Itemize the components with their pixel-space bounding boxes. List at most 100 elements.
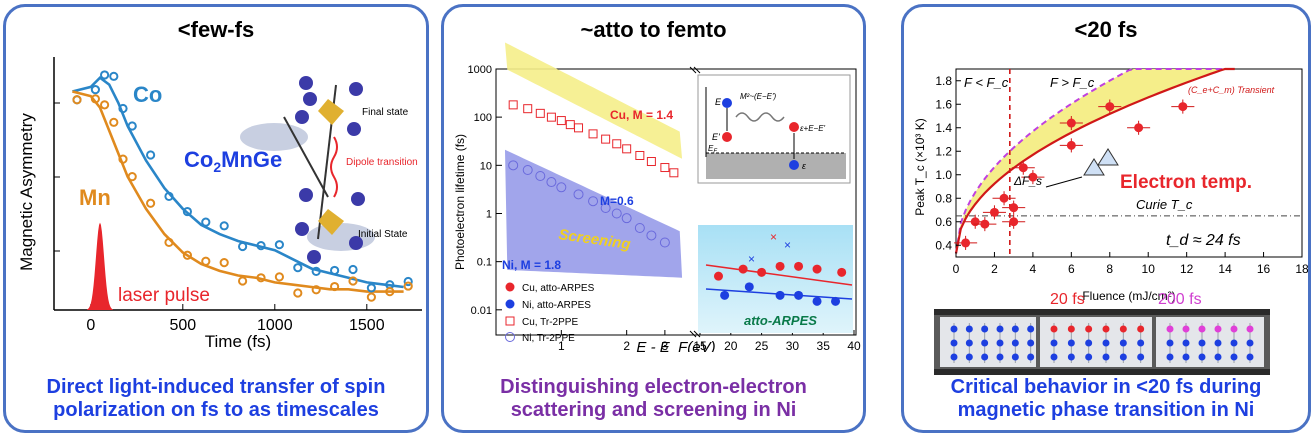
x-tick-label: 3 [662,339,669,352]
cu-tr2ppe-point [523,104,533,114]
co-point [293,263,303,273]
mn-point [238,276,248,286]
panel-title: <few-fs [177,17,255,42]
co-point [403,276,413,287]
svg-text:ε+E−E': ε+E−E' [800,124,826,133]
x-axis-label: E - E_F(eV) [636,339,715,352]
tc-point [1105,102,1115,112]
cu-tr2ppe-point [669,168,679,178]
screening-band [504,149,683,278]
panel-spin-transfer: <few-fs 0 500 1000 1500 Magnetic Asymmetry … [3,4,429,433]
co-line [72,75,404,289]
mn-point [72,95,82,105]
co-point [219,221,229,231]
legend-item: Cu, atto-ARPES [522,283,595,294]
dipole-transition-label: Dipole transition [346,157,418,168]
cu-tr2ppe-point [574,123,584,133]
curie-label: Curie T_c [1136,197,1193,212]
mn-point [109,117,119,127]
svg-text:ε: ε [802,161,807,171]
final-state-label: Final state [362,107,409,118]
x-tick-label: 1500 [349,317,385,334]
y-tick-label: 100 [474,112,492,124]
co-point [311,266,321,276]
x-tick-label: 20 [724,339,738,352]
cu-tr2ppe-point [588,129,598,139]
mn-point [146,198,156,208]
cu-tr2ppe-point [660,163,670,173]
ni-tr2ppe-point [573,189,584,200]
legend: Cu, atto-ARPES Ni, atto-ARPES Cu, Tr-2PP… [505,282,595,344]
tc-point [970,217,980,227]
y-tick-label: 1.6 [935,97,952,111]
ni-tr2ppe-point [611,208,622,219]
ni-tr2ppe-point [556,182,567,193]
cu-band [504,42,683,159]
mn-point [90,94,101,104]
tc-point [1066,118,1076,128]
co-point [274,240,284,250]
ni-tr2ppe-point [588,196,599,207]
x-tick-label: 14 [1218,262,1232,276]
ni-tr2ppe-point [508,160,519,171]
x-tick-label: 25 [755,339,769,352]
atto-arpes-label: atto-ARPES [744,313,817,328]
snapshot-20fs-label: 20 fs [1050,291,1085,308]
svg-text:×: × [770,230,777,244]
mn-point [256,273,266,283]
ni-atto-point [720,290,730,300]
legend-item: Cu, Tr-2PPE [522,317,578,328]
snapshot-200fs-label: 200 fs [1158,291,1202,308]
svg-text:E: E [715,97,722,107]
mn-point [366,292,376,302]
co-point [90,85,101,95]
cu-tr2ppe-point [612,139,622,149]
ni-atto-point [794,290,804,300]
tc-point [1178,102,1188,112]
x-tick-label: 6 [1068,262,1075,276]
legend-item: Ni, Tr-2PPE [522,333,575,344]
y-tick-label: 1 [486,208,492,220]
ni-m06-label: M=0.6 [600,194,634,208]
x-tick-label: 500 [169,317,196,334]
cu-tr2ppe-point [646,157,656,167]
chart-magnetic-asymmetry: 0 500 1000 1500 Magnetic Asymmetry Time (fs… [17,57,422,351]
mn-point [164,237,174,247]
cu-tr2ppe-point [565,120,575,130]
mn-point [348,276,358,286]
caption-line-1: Direct light-induced transfer of spin [46,376,386,398]
y-tick-label: 0.4 [935,238,952,252]
ni-tr2ppe-point [659,237,670,248]
orbital-illustration [240,76,375,264]
svg-text:EF: EF [708,144,717,155]
co-point [146,150,156,160]
x-tick-label: 40 [847,339,861,352]
ni-tr2ppe-point [522,164,533,175]
ni-tr2ppe-point [621,213,632,224]
mn-point [330,281,340,292]
co-point [238,241,248,252]
atto-arpes-inset [698,225,853,333]
mn-point [293,288,303,298]
cu-tr2ppe-point [508,100,518,110]
cu-tr2ppe-point [535,108,545,118]
y-axis-label: Photoelectron lifetime (fs) [453,134,467,270]
chart-peak-tc: 0 2 4 6 8 10 12 14 16 180.40.60.81.01.21.41.61.8 … [913,67,1308,303]
y-tick-label: 1000 [468,64,492,76]
co-point [348,264,358,275]
tc-point [1009,217,1019,227]
tc-point [1018,163,1028,173]
y-axis-label: Magnetic Asymmetry [17,113,36,271]
x-tick-label: 30 [786,339,800,352]
tc-point [961,238,971,248]
x-tick-label: 4 [1030,262,1037,276]
co-point [109,71,119,81]
y-axis-label: Peak T_c (×10³ K) [913,118,927,216]
delta-fs-label: ΔF_s [1013,174,1042,188]
x-tick-label: 12 [1180,262,1194,276]
ni-m-label: Ni, M = 1.8 [502,258,561,272]
caption-line-2: scattering and screening in Ni [510,399,797,421]
y-tick-label: 10 [480,160,492,172]
cu-tr2ppe-point [635,150,645,160]
